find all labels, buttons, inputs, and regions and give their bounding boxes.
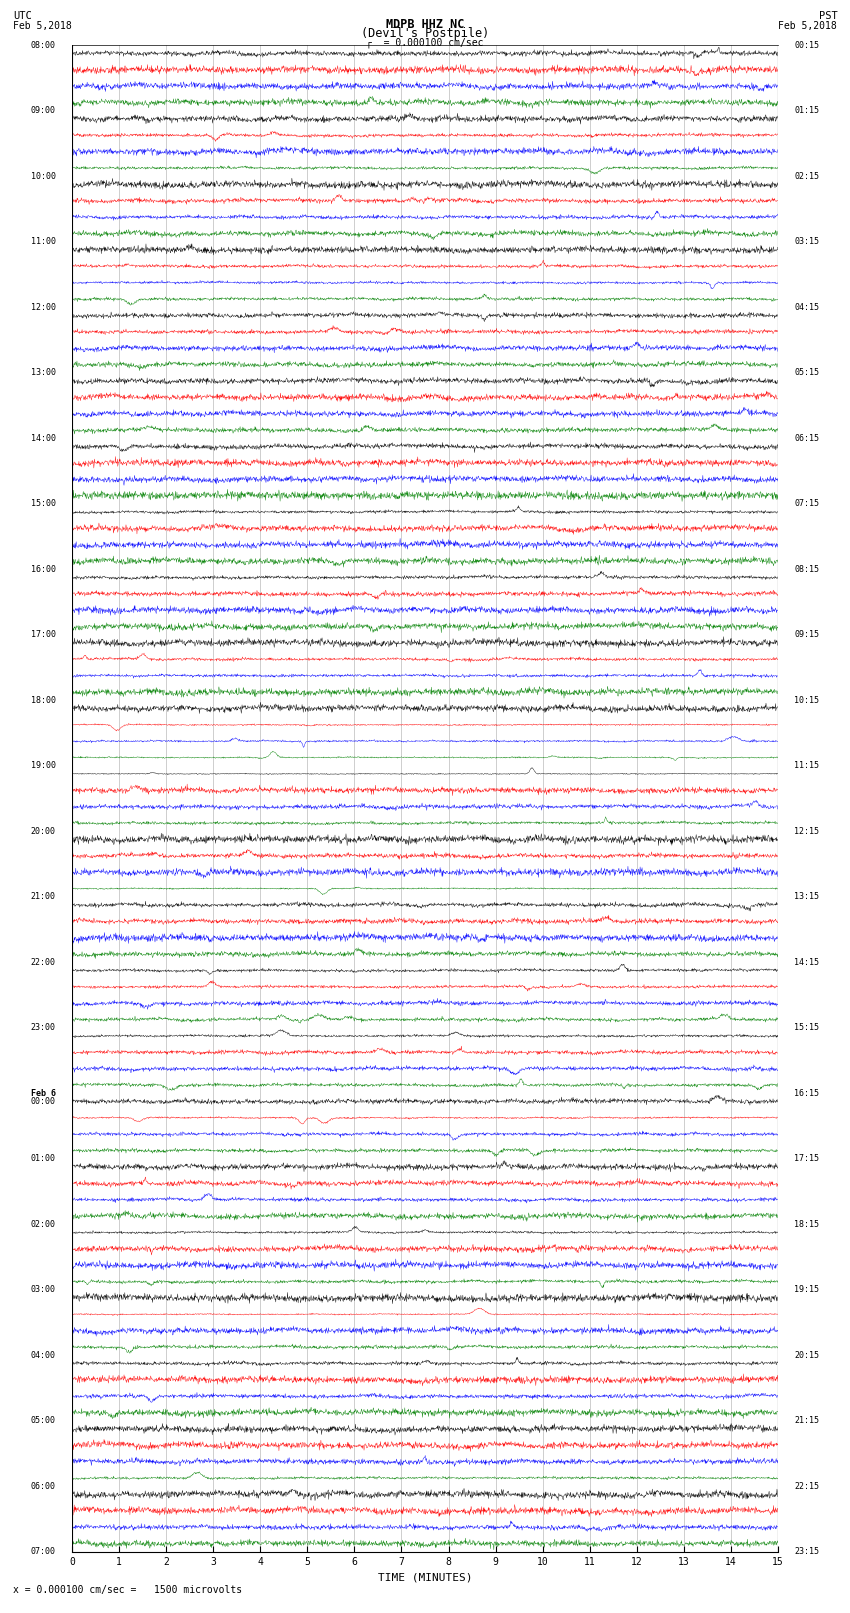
Text: 20:15: 20:15 — [794, 1350, 819, 1360]
Text: 03:00: 03:00 — [31, 1286, 56, 1294]
Text: 05:00: 05:00 — [31, 1416, 56, 1426]
Text: PST: PST — [819, 11, 837, 21]
Text: 21:15: 21:15 — [794, 1416, 819, 1426]
Text: 17:00: 17:00 — [31, 631, 56, 639]
Text: 11:15: 11:15 — [794, 761, 819, 769]
Text: 08:00: 08:00 — [31, 40, 56, 50]
Text: 04:15: 04:15 — [794, 303, 819, 311]
Text: 16:00: 16:00 — [31, 565, 56, 574]
Text: 23:15: 23:15 — [794, 1547, 819, 1557]
Text: 22:00: 22:00 — [31, 958, 56, 966]
Text: 15:00: 15:00 — [31, 498, 56, 508]
Text: 12:00: 12:00 — [31, 303, 56, 311]
Text: x = 0.000100 cm/sec =   1500 microvolts: x = 0.000100 cm/sec = 1500 microvolts — [13, 1586, 242, 1595]
Text: UTC: UTC — [13, 11, 31, 21]
Text: 16:15: 16:15 — [794, 1089, 819, 1098]
Text: 18:15: 18:15 — [794, 1219, 819, 1229]
Text: Feb 5,2018: Feb 5,2018 — [13, 21, 71, 31]
Text: 14:15: 14:15 — [794, 958, 819, 966]
Text: 05:15: 05:15 — [794, 368, 819, 377]
Text: 11:00: 11:00 — [31, 237, 56, 247]
Text: 02:00: 02:00 — [31, 1219, 56, 1229]
Text: 06:15: 06:15 — [794, 434, 819, 442]
Text: 07:00: 07:00 — [31, 1547, 56, 1557]
Text: 13:15: 13:15 — [794, 892, 819, 902]
Text: 02:15: 02:15 — [794, 171, 819, 181]
Text: 00:15: 00:15 — [794, 40, 819, 50]
Text: 19:15: 19:15 — [794, 1286, 819, 1294]
Text: 09:15: 09:15 — [794, 631, 819, 639]
Text: 22:15: 22:15 — [794, 1482, 819, 1490]
Text: Feb 5,2018: Feb 5,2018 — [779, 21, 837, 31]
Text: 10:15: 10:15 — [794, 695, 819, 705]
Text: 00:00: 00:00 — [31, 1097, 56, 1107]
Text: 08:15: 08:15 — [794, 565, 819, 574]
Text: 19:00: 19:00 — [31, 761, 56, 769]
Text: ┌  = 0.000100 cm/sec: ┌ = 0.000100 cm/sec — [366, 37, 484, 48]
Text: 01:15: 01:15 — [794, 106, 819, 115]
X-axis label: TIME (MINUTES): TIME (MINUTES) — [377, 1573, 473, 1582]
Text: 20:00: 20:00 — [31, 827, 56, 836]
Text: 13:00: 13:00 — [31, 368, 56, 377]
Text: 17:15: 17:15 — [794, 1155, 819, 1163]
Text: Feb 6: Feb 6 — [31, 1089, 56, 1098]
Text: (Devil's Postpile): (Devil's Postpile) — [361, 27, 489, 40]
Text: 09:00: 09:00 — [31, 106, 56, 115]
Text: 03:15: 03:15 — [794, 237, 819, 247]
Text: 07:15: 07:15 — [794, 498, 819, 508]
Text: 14:00: 14:00 — [31, 434, 56, 442]
Text: 01:00: 01:00 — [31, 1155, 56, 1163]
Text: 10:00: 10:00 — [31, 171, 56, 181]
Text: 21:00: 21:00 — [31, 892, 56, 902]
Text: 06:00: 06:00 — [31, 1482, 56, 1490]
Text: 04:00: 04:00 — [31, 1350, 56, 1360]
Text: MDPB HHZ NC: MDPB HHZ NC — [386, 18, 464, 31]
Text: 12:15: 12:15 — [794, 827, 819, 836]
Text: 18:00: 18:00 — [31, 695, 56, 705]
Text: 23:00: 23:00 — [31, 1023, 56, 1032]
Text: 15:15: 15:15 — [794, 1023, 819, 1032]
